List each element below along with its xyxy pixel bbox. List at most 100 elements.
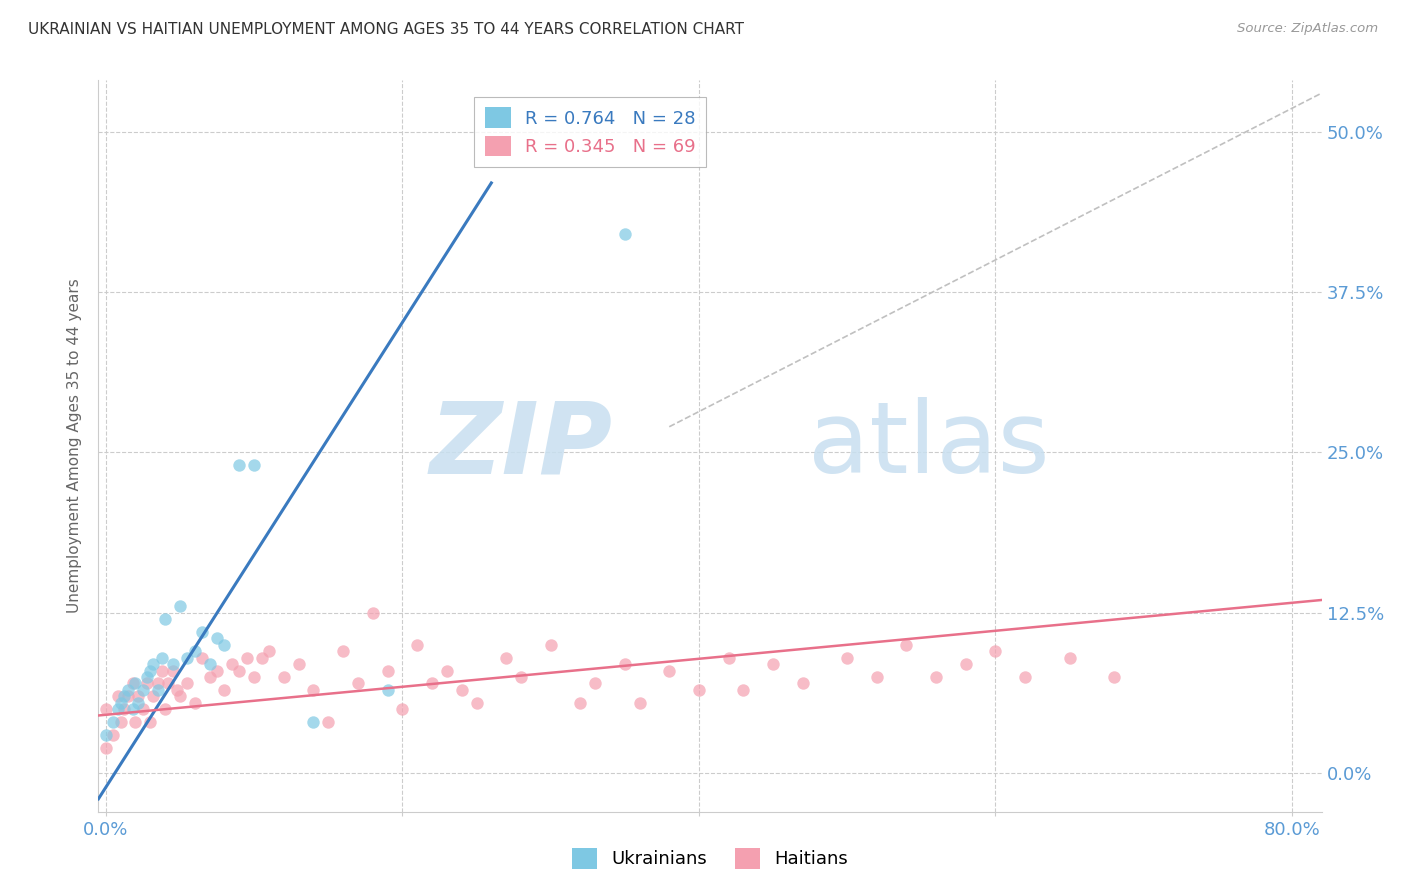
Point bbox=[540, 638, 562, 652]
Point bbox=[184, 644, 207, 658]
Point bbox=[110, 696, 132, 710]
Text: UKRAINIAN VS HAITIAN UNEMPLOYMENT AMONG AGES 35 TO 44 YEARS CORRELATION CHART: UKRAINIAN VS HAITIAN UNEMPLOYMENT AMONG … bbox=[28, 22, 744, 37]
Point bbox=[228, 664, 250, 678]
Point bbox=[117, 690, 139, 704]
Point bbox=[132, 702, 155, 716]
Point bbox=[955, 657, 977, 672]
Point bbox=[176, 650, 198, 665]
Point bbox=[896, 638, 918, 652]
Point bbox=[214, 682, 236, 697]
Point bbox=[733, 682, 755, 697]
Point bbox=[377, 682, 399, 697]
Point bbox=[762, 657, 785, 672]
Text: Source: ZipAtlas.com: Source: ZipAtlas.com bbox=[1237, 22, 1378, 36]
Point bbox=[205, 632, 228, 646]
Point bbox=[169, 690, 191, 704]
Point bbox=[302, 682, 325, 697]
Point bbox=[214, 638, 236, 652]
Point bbox=[110, 714, 132, 729]
Point bbox=[198, 657, 221, 672]
Point bbox=[465, 696, 488, 710]
Point bbox=[235, 650, 257, 665]
Point bbox=[191, 625, 214, 640]
Point bbox=[583, 676, 606, 690]
Point bbox=[124, 676, 146, 690]
Point bbox=[316, 714, 339, 729]
Point bbox=[191, 650, 214, 665]
Point bbox=[866, 670, 889, 684]
Point bbox=[243, 670, 266, 684]
Point bbox=[127, 690, 149, 704]
Point bbox=[377, 664, 399, 678]
Point bbox=[136, 676, 159, 690]
Point bbox=[613, 657, 636, 672]
Point bbox=[139, 664, 162, 678]
Point bbox=[107, 702, 129, 716]
Point bbox=[127, 696, 149, 710]
Point bbox=[184, 696, 207, 710]
Point bbox=[121, 676, 143, 690]
Point bbox=[228, 458, 250, 473]
Point bbox=[205, 664, 228, 678]
Point bbox=[150, 664, 173, 678]
Point bbox=[1102, 670, 1125, 684]
Point bbox=[436, 664, 458, 678]
Point bbox=[628, 696, 651, 710]
Point bbox=[103, 714, 125, 729]
Point bbox=[495, 650, 517, 665]
Point bbox=[273, 670, 295, 684]
Point bbox=[117, 682, 139, 697]
Point bbox=[132, 682, 155, 697]
Point bbox=[103, 728, 125, 742]
Point bbox=[361, 606, 384, 620]
Point bbox=[142, 657, 165, 672]
Point bbox=[94, 702, 117, 716]
Point bbox=[142, 690, 165, 704]
Point bbox=[162, 664, 184, 678]
Point bbox=[94, 740, 117, 755]
Point bbox=[406, 638, 429, 652]
Point bbox=[107, 690, 129, 704]
Point bbox=[984, 644, 1007, 658]
Point bbox=[243, 458, 266, 473]
Point bbox=[124, 714, 146, 729]
Point bbox=[569, 696, 592, 710]
Point bbox=[391, 702, 413, 716]
Point bbox=[169, 599, 191, 614]
Point bbox=[121, 702, 143, 716]
Point bbox=[347, 676, 370, 690]
Point bbox=[112, 702, 135, 716]
Point bbox=[94, 728, 117, 742]
Point bbox=[250, 650, 273, 665]
Point bbox=[1014, 670, 1036, 684]
Point bbox=[146, 682, 169, 697]
Point bbox=[792, 676, 814, 690]
Text: atlas: atlas bbox=[808, 398, 1049, 494]
Point bbox=[139, 714, 162, 729]
Point bbox=[420, 676, 443, 690]
Point bbox=[166, 682, 188, 697]
Point bbox=[162, 657, 184, 672]
Point bbox=[221, 657, 243, 672]
Point bbox=[198, 670, 221, 684]
Point bbox=[153, 702, 176, 716]
Point bbox=[150, 650, 173, 665]
Point bbox=[1059, 650, 1081, 665]
Point bbox=[146, 676, 169, 690]
Y-axis label: Unemployment Among Ages 35 to 44 years: Unemployment Among Ages 35 to 44 years bbox=[67, 278, 83, 614]
Point bbox=[302, 714, 325, 729]
Point bbox=[112, 690, 135, 704]
Point bbox=[658, 664, 681, 678]
Point bbox=[257, 644, 280, 658]
Point bbox=[510, 670, 533, 684]
Text: ZIP: ZIP bbox=[429, 398, 612, 494]
Point bbox=[332, 644, 354, 658]
Legend: Ukrainians, Haitians: Ukrainians, Haitians bbox=[565, 840, 855, 876]
Point bbox=[688, 682, 710, 697]
Point bbox=[613, 227, 636, 242]
Point bbox=[157, 676, 180, 690]
Point bbox=[153, 612, 176, 626]
Point bbox=[717, 650, 740, 665]
Point bbox=[136, 670, 159, 684]
Point bbox=[287, 657, 309, 672]
